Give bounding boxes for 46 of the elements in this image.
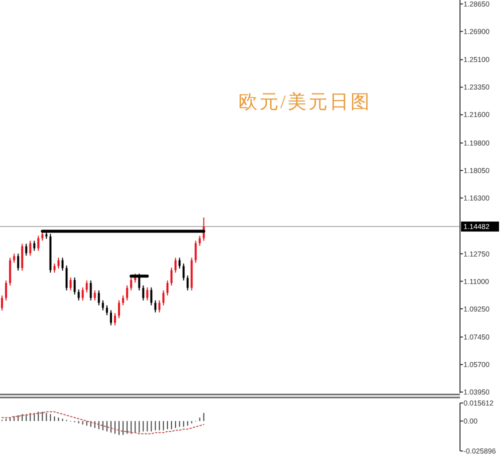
candlestick [74,277,76,295]
candlestick [150,286,152,306]
candlestick [154,300,156,313]
candlestick [86,280,88,293]
candlestick [66,265,68,291]
candlestick [178,257,181,270]
candlestick [186,274,189,291]
candlestick [53,263,56,274]
candlestick [198,235,201,246]
candlestick [98,290,100,306]
candlestick [146,286,148,301]
candlestick [21,243,24,272]
candlestick [13,253,16,264]
candlestick [58,257,60,270]
text: 欧元/美元日图 [238,91,372,113]
candlestick [37,235,40,252]
candlestick [118,300,120,319]
candlestick [1,294,4,312]
candlestick [78,288,80,301]
candlestick [33,240,36,252]
candlestick [17,253,20,272]
candlestick [114,312,116,326]
candlestick [130,277,132,291]
candlestick [122,294,124,306]
candlestick [62,257,64,272]
candlestick [162,290,164,306]
candlestick [9,257,12,286]
candlestick [174,257,177,274]
candlestick [70,277,72,291]
candlestick [194,240,197,264]
candlestick [90,280,92,301]
line-series [2,411,204,434]
candlestick [166,280,168,296]
candlestick [110,310,112,326]
candlestick [5,280,8,301]
candlestick [29,240,32,256]
candlestick [142,284,144,301]
candlestick [158,300,160,313]
candlestick [106,304,108,316]
candlestick [102,300,104,311]
candlestick [182,263,185,281]
candlestick [25,243,28,256]
candlestick [170,267,172,286]
candlestick [94,290,96,301]
candlestick [82,286,84,301]
candlestick [126,284,128,301]
